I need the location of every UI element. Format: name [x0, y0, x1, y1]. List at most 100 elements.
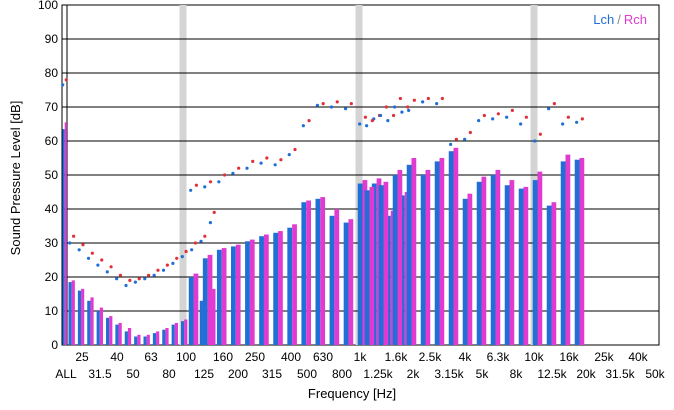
- peak-dot-lch: [161, 268, 166, 272]
- peak-dot-rch: [251, 159, 255, 163]
- x-tick-label: 3.15k: [434, 367, 464, 381]
- bar-rch: [481, 176, 487, 345]
- peak-dot-rch: [175, 256, 179, 260]
- peak-dot-lch: [273, 163, 277, 167]
- peak-dot-rch: [208, 180, 213, 184]
- bar-lch: [188, 277, 194, 345]
- x-tick-label: 100: [176, 350, 196, 364]
- peak-dot-lch: [190, 248, 194, 252]
- y-tick-label: 100: [38, 0, 58, 12]
- bar-lch: [364, 190, 370, 345]
- bar-rch: [306, 200, 311, 345]
- peak-dot-rch: [552, 102, 556, 106]
- peak-dot-lch: [152, 273, 156, 277]
- x-tick-label: 1k: [354, 350, 368, 364]
- peak-dot-lch: [171, 261, 175, 265]
- peak-dot-lch: [133, 280, 137, 284]
- peak-dot-rch: [279, 158, 283, 162]
- x-tick-label: 250: [245, 350, 265, 364]
- peak-dot-lch: [505, 115, 509, 119]
- bar-rch: [263, 234, 269, 345]
- bar-lch: [434, 161, 440, 345]
- x-tick-label: 12.5k: [537, 367, 567, 381]
- bar-rch: [207, 254, 213, 345]
- legend-item-rch: Rch: [624, 12, 647, 27]
- bar-lch: [87, 300, 91, 345]
- peak-dot-lch: [315, 103, 320, 107]
- peak-dot-rch: [222, 173, 227, 177]
- x-tick-label: 25: [75, 350, 89, 364]
- bar-rch: [127, 328, 132, 345]
- bar-rch: [579, 158, 585, 345]
- y-tick-label: 40: [45, 202, 59, 216]
- bar-lch: [560, 161, 566, 345]
- peak-dot-rch: [237, 166, 241, 170]
- y-tick-label: 30: [45, 236, 59, 250]
- svg-text:Lch/Rch: Lch / Rch: [593, 12, 647, 27]
- x-tick-label: 400: [281, 350, 301, 364]
- peak-dot-rch: [363, 115, 368, 119]
- peak-dot-rch: [524, 115, 528, 119]
- peak-dot-lch: [105, 270, 109, 274]
- bar-lch: [329, 215, 335, 345]
- peak-dot-rch: [184, 249, 188, 254]
- peak-dot-rch: [137, 277, 141, 281]
- x-tick-label: 31.5k: [605, 367, 635, 381]
- bar-rch: [397, 169, 403, 345]
- peak-dot-rch: [482, 113, 486, 118]
- bar-lch: [199, 300, 203, 345]
- x-axis-label: Frequency [Hz]: [308, 386, 396, 401]
- bar-lch: [420, 175, 426, 345]
- bar-lch: [273, 232, 279, 345]
- peak-dot-rch: [335, 100, 339, 104]
- peak-dot-lch: [287, 153, 291, 157]
- peak-dot-lch: [143, 277, 147, 281]
- x-tick-label: 31.5: [88, 367, 112, 381]
- peak-dot-rch: [468, 130, 472, 135]
- peak-dot-lch: [358, 122, 362, 126]
- bar-lch: [287, 227, 293, 345]
- peak-dot-rch: [426, 96, 430, 101]
- peak-dot-lch: [203, 185, 207, 189]
- peak-dot-rch: [398, 96, 402, 101]
- legend: Lch / Rch: [593, 12, 647, 27]
- bar-lch: [115, 324, 119, 345]
- bar-lch: [546, 205, 552, 345]
- bar-lch: [448, 151, 454, 345]
- x-tick-label: 80: [162, 367, 176, 381]
- bar-rch: [235, 244, 241, 345]
- y-axis-label: Sound Pressure Level [dB]: [8, 101, 23, 256]
- peak-dot-lch: [329, 105, 334, 109]
- y-tick-label: 20: [45, 270, 59, 284]
- peak-dot-rch: [566, 115, 570, 119]
- peak-dot-lch: [180, 255, 184, 259]
- peak-dot-lch: [575, 120, 579, 124]
- x-tick-label: 160: [213, 350, 233, 364]
- bar-rch: [509, 180, 515, 345]
- y-tick-label: 60: [45, 134, 59, 148]
- bar-lch: [216, 249, 222, 345]
- bar-lch: [62, 129, 65, 345]
- peak-dot-lch: [86, 256, 91, 260]
- y-tick-label: 80: [45, 66, 59, 80]
- bar-rch: [369, 186, 375, 345]
- peak-dot-lch: [96, 263, 100, 267]
- x-tick-label: 50k: [645, 367, 665, 381]
- bar-rch: [174, 322, 178, 345]
- peak-dot-lch: [421, 100, 425, 104]
- bar-lch: [400, 195, 405, 345]
- bar-rch: [184, 319, 188, 345]
- bar-lch: [574, 159, 580, 345]
- bar-rch: [334, 209, 340, 345]
- bar-rch: [146, 334, 150, 345]
- bar-rch: [212, 288, 216, 345]
- bar-rch: [156, 331, 160, 345]
- peak-dot-lch: [533, 139, 537, 143]
- bar-lch: [385, 215, 391, 345]
- bar-rch: [411, 158, 417, 345]
- bar-lch: [245, 241, 250, 345]
- peak-dot-rch: [147, 273, 151, 277]
- peak-dot-rch: [156, 268, 160, 272]
- peak-dot-rch: [349, 102, 353, 106]
